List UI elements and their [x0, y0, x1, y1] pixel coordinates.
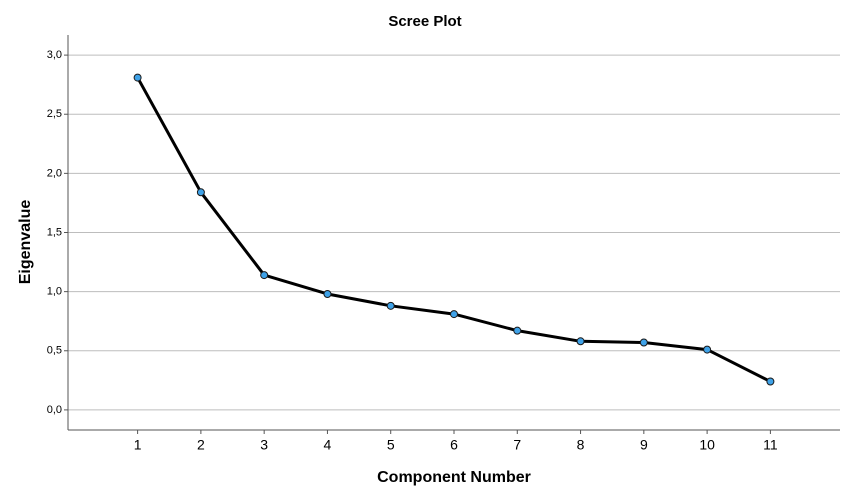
- x-tick-label: 10: [699, 437, 715, 453]
- point: [513, 326, 522, 335]
- y-tick-label: 2,0: [47, 167, 62, 179]
- x-tick-label: 4: [324, 437, 332, 453]
- x-axis-title: Component Number: [377, 469, 531, 486]
- x-tick-label: 9: [640, 437, 648, 453]
- y-tick-label: 0,5: [47, 345, 62, 357]
- point: [196, 188, 205, 197]
- chart-title: Scree Plot: [388, 13, 461, 30]
- point: [323, 289, 332, 298]
- x-tick-label: 1: [134, 437, 142, 453]
- y-axis-title: Eigenvalue: [17, 200, 34, 285]
- x-tick-label: 2: [197, 437, 205, 453]
- point: [766, 377, 775, 386]
- y-tick-label: 1,5: [47, 226, 62, 238]
- point: [576, 337, 585, 346]
- point: [639, 338, 648, 347]
- point: [450, 310, 458, 319]
- x-tick-label: 11: [763, 437, 778, 453]
- point: [386, 301, 395, 310]
- y-tick-label: 1,0: [47, 286, 62, 298]
- point: [133, 73, 142, 82]
- x-tick-label: 7: [513, 437, 521, 453]
- y-tick-label: 2,5: [47, 108, 62, 120]
- x-tick-label: 6: [450, 437, 458, 453]
- y-tick-label: 3,0: [47, 49, 62, 61]
- point: [260, 271, 269, 280]
- point: [703, 345, 712, 354]
- x-tick-label: 3: [260, 437, 268, 453]
- x-tick-label: 8: [577, 437, 585, 453]
- y-tick-label: 0,0: [47, 404, 62, 416]
- x-tick-label: 5: [387, 437, 395, 453]
